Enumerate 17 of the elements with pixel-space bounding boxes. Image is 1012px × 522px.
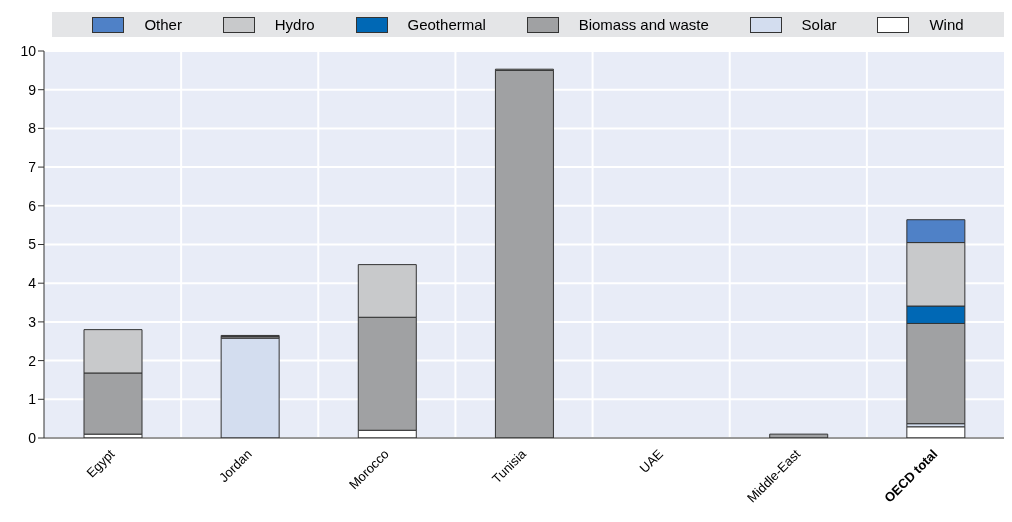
y-tick-label: 7 <box>28 159 37 176</box>
y-tick-label: 1 <box>28 391 37 408</box>
legend-label: Other <box>144 16 182 33</box>
legend-label: Hydro <box>274 16 315 33</box>
y-tick-label: 6 <box>28 197 37 214</box>
legend-label: Biomass and waste <box>578 16 709 33</box>
legend-label: Solar <box>801 16 837 33</box>
y-tick-label: 4 <box>28 275 37 292</box>
y-tick-label: 10 <box>20 42 37 59</box>
y-tick-label: 5 <box>28 236 37 253</box>
y-tick-label: 0 <box>28 429 37 446</box>
legend-label: Geothermal <box>407 16 486 33</box>
y-tick-label: 9 <box>28 81 37 98</box>
legend-label: Wind <box>929 16 964 33</box>
y-tick-label: 8 <box>28 120 37 137</box>
y-tick-label: 2 <box>28 352 37 369</box>
y-tick-label: 3 <box>28 313 37 330</box>
